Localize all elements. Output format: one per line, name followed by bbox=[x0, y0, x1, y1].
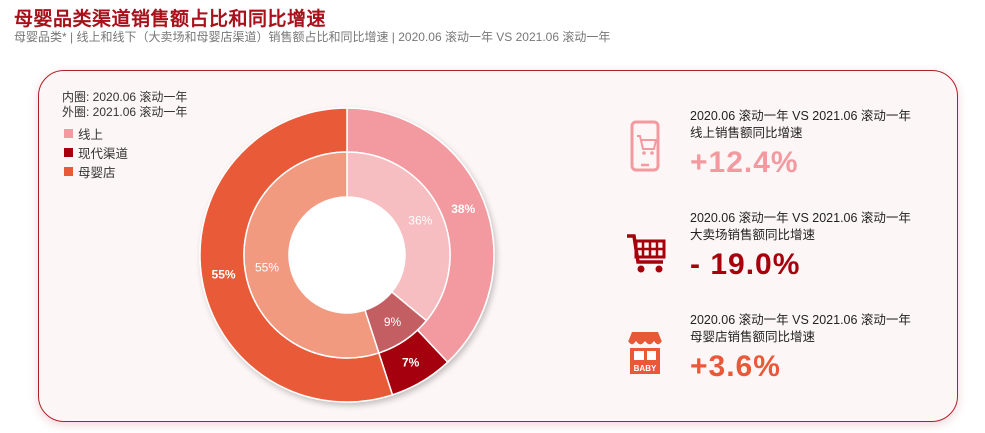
legend-swatch bbox=[64, 148, 73, 157]
kpi-period: 2020.06 滚动一年 VS 2021.06 滚动一年 bbox=[690, 211, 911, 225]
legend-swatch bbox=[64, 129, 73, 138]
outer-ring-note: 外圈: 2021.06 滚动一年 bbox=[62, 105, 188, 119]
inner-ring bbox=[243, 151, 451, 359]
kpi-period: 2020.06 滚动一年 VS 2021.06 滚动一年 bbox=[690, 313, 911, 327]
kpi-period: 2020.06 滚动一年 VS 2021.06 滚动一年 bbox=[690, 109, 911, 123]
slice-labels: 38% 7% 55% 36% 9% 55% bbox=[212, 202, 476, 370]
kpi-value: +3.6% bbox=[690, 350, 781, 383]
chart-card bbox=[38, 70, 958, 422]
page-subtitle: 母婴品类* | 线上和线下（大卖场和母婴店渠道）销售额占比和同比增速 | 202… bbox=[14, 30, 611, 44]
inner-ring-note: 内圈: 2020.06 滚动一年 bbox=[62, 90, 188, 104]
page-title: 母婴品类渠道销售额占比和同比增速 bbox=[14, 9, 327, 30]
kpi-online: 2020.06 滚动一年 VS 2021.06 滚动一年 线上销售额同比增速 +… bbox=[624, 108, 954, 203]
baby-store-icon-text: BABY bbox=[634, 364, 657, 373]
shopping-cart-icon bbox=[627, 234, 666, 273]
legend-item-online: 线上 bbox=[64, 124, 128, 143]
legend-swatch bbox=[64, 167, 73, 176]
outer-slice-label-2: 55% bbox=[212, 268, 236, 282]
donut-hole bbox=[289, 197, 405, 313]
kpi-metric: 线上销售额同比增速 bbox=[690, 126, 803, 140]
legend-item-modern-channel: 现代渠道 bbox=[64, 143, 128, 162]
inner-slice-label-1: 9% bbox=[384, 315, 402, 329]
outer-slice-label-1: 7% bbox=[402, 356, 420, 370]
kpi-description: 2020.06 滚动一年 VS 2021.06 滚动一年 线上销售额同比增速 bbox=[690, 108, 911, 142]
kpi-metric: 母婴店销售额同比增速 bbox=[690, 330, 816, 344]
kpi-value: +12.4% bbox=[690, 146, 799, 179]
kpi-baby-store: BABY 2020.06 滚动一年 VS 2021.06 滚动一年 母婴店销售额… bbox=[624, 312, 954, 407]
legend-label: 现代渠道 bbox=[78, 147, 129, 161]
inner-slice-label-2: 55% bbox=[255, 261, 279, 275]
baby-store-icon: BABY bbox=[627, 332, 663, 374]
outer-slice-label-0: 38% bbox=[451, 202, 475, 216]
kpi-value: - 19.0% bbox=[690, 248, 801, 281]
kpi-hypermarket: 2020.06 滚动一年 VS 2021.06 滚动一年 大卖场销售额同比增速 … bbox=[624, 210, 954, 305]
kpi-description: 2020.06 滚动一年 VS 2021.06 滚动一年 大卖场销售额同比增速 bbox=[690, 210, 911, 244]
legend: 线上 现代渠道 母婴店 bbox=[64, 124, 128, 181]
legend-item-baby-store: 母婴店 bbox=[64, 162, 128, 181]
kpi-metric: 大卖场销售额同比增速 bbox=[690, 228, 816, 242]
legend-label: 母婴店 bbox=[78, 166, 116, 180]
inner-slice-label-0: 36% bbox=[408, 214, 432, 228]
kpi-description: 2020.06 滚动一年 VS 2021.06 滚动一年 母婴店销售额同比增速 bbox=[690, 312, 911, 346]
legend-label: 线上 bbox=[78, 128, 104, 142]
phone-cart-icon bbox=[630, 120, 660, 172]
